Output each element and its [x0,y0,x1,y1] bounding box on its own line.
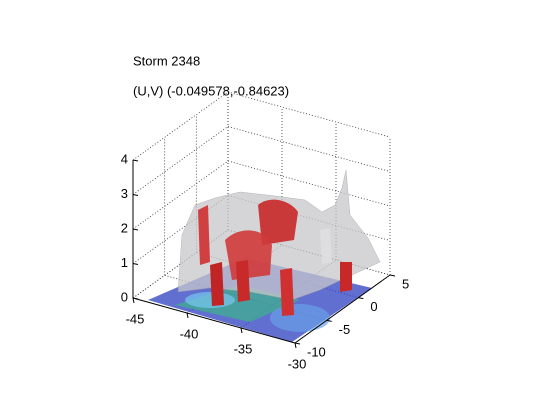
z-tick-label: 3 [121,186,128,201]
x-tick-label: -35 [234,341,253,356]
z-tick-label: 2 [121,220,128,235]
floor-slice [270,304,330,332]
z-tick-label: 4 [121,151,128,166]
tick-mark [294,342,301,345]
isosurface-red [340,262,352,292]
x-tick-label: -30 [288,356,307,371]
chart-subtitle: (U,V) (-0.049578,-0.84623) [133,83,289,98]
tick-mark [294,342,297,349]
tick-mark [240,327,243,334]
tick-mark [326,319,332,322]
tick-mark [132,159,139,162]
data-volume [148,169,381,342]
isosurface-red [198,205,210,265]
y-tick-label: -5 [339,322,351,337]
y-tick-label: 0 [370,299,377,314]
grid-line [227,126,391,172]
isosurface-red [210,262,224,306]
z-tick-label: 1 [121,255,128,270]
z-tick-label: 0 [121,289,128,304]
tick-mark [132,297,135,304]
isosurface-red [258,199,298,245]
tick-mark [132,297,139,300]
tick-mark [132,194,139,196]
grid-line [227,91,391,138]
x-tick-label: -40 [180,326,199,341]
tick-mark [186,312,189,319]
y-tick-label: -10 [307,344,326,359]
x-axis [132,297,296,344]
floor-slice [185,292,235,308]
y-axis [294,274,391,344]
tick-mark [132,263,139,265]
isosurface-red [280,268,294,316]
isosurface-red [236,260,250,302]
isosurface-grey [320,228,332,264]
grid-line [227,160,391,207]
tick-mark [358,297,364,300]
tick-mark [132,228,139,231]
tick-mark [389,274,396,277]
x-tick-label: -45 [126,311,145,326]
chart-title: Storm 2348 [133,53,200,68]
y-tick-label: 5 [402,276,409,291]
